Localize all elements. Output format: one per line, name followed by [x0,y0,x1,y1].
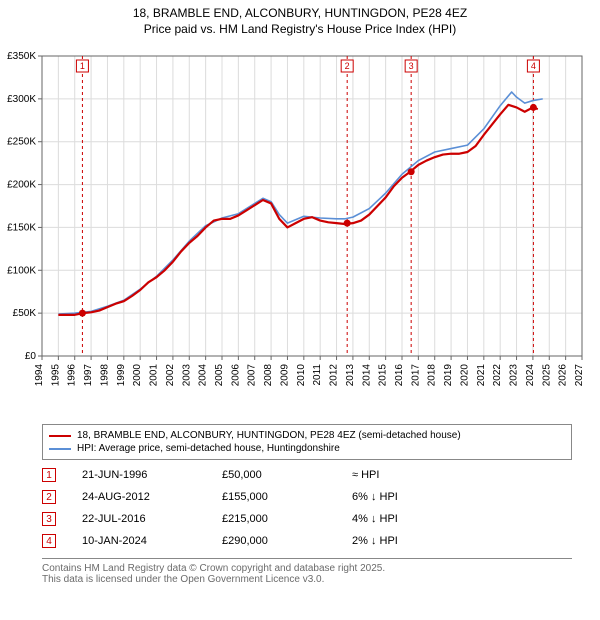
svg-text:2018: 2018 [427,364,438,387]
legend: 18, BRAMBLE END, ALCONBURY, HUNTINGDON, … [42,424,572,460]
event-number: 1 [42,468,56,482]
svg-text:£200K: £200K [7,180,36,191]
svg-text:2004: 2004 [198,364,209,387]
event-price: £290,000 [222,535,352,547]
footer-line-2: This data is licensed under the Open Gov… [42,574,572,585]
svg-text:2009: 2009 [279,364,290,387]
svg-text:4: 4 [531,61,536,71]
svg-text:£300K: £300K [7,94,36,105]
svg-text:2026: 2026 [558,364,569,387]
svg-text:2003: 2003 [181,364,192,387]
event-price: £155,000 [222,491,352,503]
legend-label: 18, BRAMBLE END, ALCONBURY, HUNTINGDON, … [77,430,461,441]
title-line-2: Price paid vs. HM Land Registry's House … [0,22,600,36]
event-price: £215,000 [222,513,352,525]
svg-text:1995: 1995 [50,364,61,387]
svg-text:2012: 2012 [329,364,340,387]
event-number: 3 [42,512,56,526]
event-row: 2 24-AUG-2012£155,0006% ↓ HPI [42,486,572,508]
event-relative: 2% ↓ HPI [352,535,572,547]
svg-text:2: 2 [345,61,350,71]
svg-text:2016: 2016 [394,364,405,387]
event-price: £50,000 [222,469,352,481]
event-date: 22-JUL-2016 [82,513,222,525]
svg-text:2008: 2008 [263,364,274,387]
svg-text:2000: 2000 [132,364,143,387]
svg-text:1998: 1998 [99,364,110,387]
svg-text:2011: 2011 [312,364,323,386]
event-date: 10-JAN-2024 [82,535,222,547]
svg-text:2015: 2015 [378,364,389,387]
legend-label: HPI: Average price, semi-detached house,… [77,443,340,454]
svg-text:£150K: £150K [7,222,36,233]
svg-text:1999: 1999 [116,364,127,387]
svg-text:2001: 2001 [149,364,160,387]
svg-text:2017: 2017 [410,364,421,387]
event-row: 1 21-JUN-1996£50,000≈ HPI [42,464,572,486]
svg-text:1994: 1994 [34,364,45,387]
svg-text:1997: 1997 [83,364,94,387]
svg-text:3: 3 [409,61,414,71]
events-table: 1 21-JUN-1996£50,000≈ HPI 2 24-AUG-2012£155… [42,464,572,552]
event-relative: 4% ↓ HPI [352,513,572,525]
svg-text:2022: 2022 [492,364,503,387]
footer: Contains HM Land Registry data © Crown c… [42,558,572,585]
event-number: 4 [42,534,56,548]
svg-text:2002: 2002 [165,364,176,387]
legend-swatch [49,435,71,437]
event-row: 3 22-JUL-2016£215,0004% ↓ HPI [42,508,572,530]
event-relative: ≈ HPI [352,469,572,481]
legend-item: HPI: Average price, semi-detached house,… [49,442,565,455]
price-chart: £0 £50K £100K £150K £200K £250K £300K £350K 1994… [0,38,600,418]
svg-text:2014: 2014 [361,364,372,387]
svg-text:£250K: £250K [7,137,36,148]
svg-text:2019: 2019 [443,364,454,387]
svg-text:2013: 2013 [345,364,356,387]
svg-text:2025: 2025 [541,364,552,387]
svg-text:1: 1 [80,61,85,71]
legend-swatch [49,448,71,450]
event-relative: 6% ↓ HPI [352,491,572,503]
event-date: 24-AUG-2012 [82,491,222,503]
svg-text:2007: 2007 [247,364,258,387]
title-line-1: 18, BRAMBLE END, ALCONBURY, HUNTINGDON, … [0,6,600,20]
svg-text:2023: 2023 [509,364,520,387]
svg-text:2010: 2010 [296,364,307,387]
svg-text:2024: 2024 [525,364,536,387]
legend-item: 18, BRAMBLE END, ALCONBURY, HUNTINGDON, … [49,429,565,442]
svg-text:£350K: £350K [7,51,36,62]
footer-line-1: Contains HM Land Registry data © Crown c… [42,563,572,574]
svg-text:£100K: £100K [7,265,36,276]
event-date: 21-JUN-1996 [82,469,222,481]
event-number: 2 [42,490,56,504]
svg-text:2027: 2027 [574,364,585,387]
svg-text:1996: 1996 [67,364,78,387]
svg-text:2021: 2021 [476,364,487,387]
svg-text:2005: 2005 [214,364,225,387]
event-row: 4 10-JAN-2024£290,0002% ↓ HPI [42,530,572,552]
svg-text:2020: 2020 [459,364,470,387]
svg-text:£50K: £50K [13,308,37,319]
svg-text:£0: £0 [25,351,37,362]
svg-text:2006: 2006 [230,364,241,387]
